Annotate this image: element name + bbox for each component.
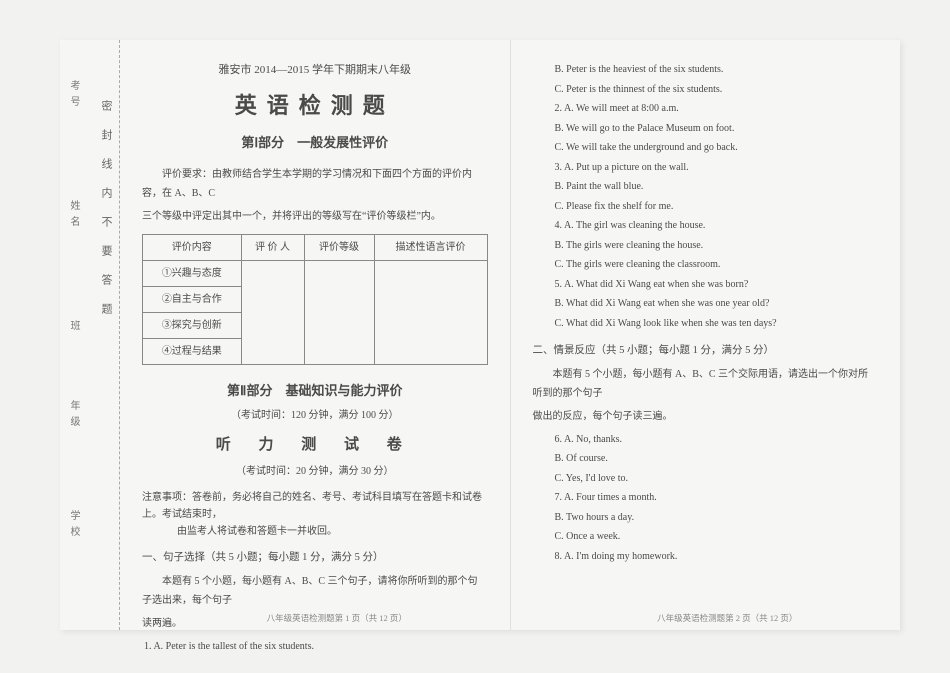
section2-desc2: 做出的反应，每个句子读三遍。 <box>533 407 879 426</box>
section1-title: 一、句子选择（共 5 小题；每小题 1 分，满分 5 分） <box>142 548 488 568</box>
q4-option-b: B. The girls were cleaning the house. <box>533 236 879 256</box>
q8-option-a: 8. A. I'm doing my homework. <box>533 547 879 567</box>
q3-option-b: B. Paint the wall blue. <box>533 177 879 197</box>
spine-label-examno: 考号 <box>66 80 81 112</box>
notice-line2: 由监考人将试卷和答题卡一并收回。 <box>142 523 488 540</box>
notice-block: 注意事项：答卷前，务必将自己的姓名、考号、考试科目填写在答题卡和试卷上。考试结束… <box>142 489 488 540</box>
q1-option-c: C. Peter is the thinnest of the six stud… <box>533 80 879 100</box>
th-grade: 评价等级 <box>304 235 374 261</box>
page-left-column: 雅安市 2014—2015 学年下期期末八年级 英语检测题 第Ⅰ部分 一般发展性… <box>120 40 511 630</box>
q3-option-a: 3. A. Put up a picture on the wall. <box>533 158 879 178</box>
notice-line1: 答卷前，务必将自己的姓名、考号、考试科目填写在答题卡和试卷上。考试结束时， <box>142 492 482 520</box>
page-footer-left: 八年级英语检测题第 1 页（共 12 页） <box>142 610 532 626</box>
q3-option-c: C. Please fix the shelf for me. <box>533 197 879 217</box>
cell-evaluator <box>241 261 304 365</box>
q5-option-a: 5. A. What did Xi Wang eat when she was … <box>533 275 879 295</box>
page-right-column: B. Peter is the heaviest of the six stud… <box>511 40 901 630</box>
cell: ②自主与合作 <box>143 287 242 313</box>
q7-option-a: 7. A. Four times a month. <box>533 488 879 508</box>
section2-title: 二、情景反应（共 5 小题；每小题 1 分，满分 5 分） <box>533 341 879 361</box>
exam-page: 考号 姓名 班 年级 学校 密封线内不要答题 雅安市 2014—2015 学年下… <box>60 40 900 630</box>
section2-desc1: 本题有 5 个小题，每小题有 A、B、C 三个交际用语，请选出一个你对所听到的那… <box>533 365 879 403</box>
q6-option-b: B. Of course. <box>533 449 879 469</box>
binding-spine: 考号 姓名 班 年级 学校 密封线内不要答题 <box>60 40 120 630</box>
eval-requirement-1: 评价要求：由教师结合学生本学期的学习情况和下面四个方面的评价内容，在 A、B、C <box>142 165 488 203</box>
evaluation-table: 评价内容 评 价 人 评价等级 描述性语言评价 ①兴趣与态度 ②自主与合作 ③探… <box>142 234 488 365</box>
q5-option-b: B. What did Xi Wang eat when she was one… <box>533 294 879 314</box>
eval-requirement-2: 三个等级中评定出其中一个，并将评出的等级写在“评价等级栏”内。 <box>142 207 488 226</box>
part2-title: 第Ⅱ部分 基础知识与能力评价 <box>142 379 488 404</box>
q1-option-a: 1. A. Peter is the tallest of the six st… <box>142 637 488 657</box>
q4-option-a: 4. A. The girl was cleaning the house. <box>533 216 879 236</box>
spine-label-school: 学校 <box>66 510 81 542</box>
q2-option-c: C. We will take the underground and go b… <box>533 138 879 158</box>
spine-label-name: 姓名 <box>66 200 81 232</box>
table-header-row: 评价内容 评 价 人 评价等级 描述性语言评价 <box>143 235 488 261</box>
table-row: ①兴趣与态度 <box>143 261 488 287</box>
exam-headline: 雅安市 2014—2015 学年下期期末八年级 <box>142 60 488 81</box>
cell-descriptive <box>374 261 487 365</box>
spine-label-grade: 年级 <box>66 400 81 432</box>
cell: ①兴趣与态度 <box>143 261 242 287</box>
q6-option-a: 6. A. No, thanks. <box>533 430 879 450</box>
exam-info-main: （考试时间：120 分钟，满分 100 分） <box>142 406 488 425</box>
th-evaluator: 评 价 人 <box>241 235 304 261</box>
notice-label: 注意事项： <box>142 492 192 503</box>
q7-option-b: B. Two hours a day. <box>533 508 879 528</box>
page-footer-right: 八年级英语检测题第 2 页（共 12 页） <box>533 610 923 626</box>
th-content: 评价内容 <box>143 235 242 261</box>
th-descriptive: 描述性语言评价 <box>374 235 487 261</box>
part1-title: 第Ⅰ部分 一般发展性评价 <box>142 131 488 156</box>
q2-option-b: B. We will go to the Palace Museum on fo… <box>533 119 879 139</box>
q6-option-c: C. Yes, I'd love to. <box>533 469 879 489</box>
spine-label-class: 班 <box>66 320 81 336</box>
exam-title: 英语检测题 <box>142 85 488 127</box>
seal-line-text: 密封线内不要答题 <box>98 100 114 332</box>
q5-option-c: C. What did Xi Wang look like when she w… <box>533 314 879 334</box>
q4-option-c: C. The girls were cleaning the classroom… <box>533 255 879 275</box>
section1-desc1: 本题有 5 个小题，每小题有 A、B、C 三个句子，请将你所听到的那个句子选出来… <box>142 572 488 610</box>
listening-title: 听 力 测 试 卷 <box>142 431 488 460</box>
exam-info-listen: （考试时间：20 分钟，满分 30 分） <box>142 462 488 481</box>
cell-grade <box>304 261 374 365</box>
q2-option-a: 2. A. We will meet at 8:00 a.m. <box>533 99 879 119</box>
q7-option-c: C. Once a week. <box>533 527 879 547</box>
q1-option-b: B. Peter is the heaviest of the six stud… <box>533 60 879 80</box>
cell: ③探究与创新 <box>143 313 242 339</box>
cell: ④过程与结果 <box>143 339 242 365</box>
